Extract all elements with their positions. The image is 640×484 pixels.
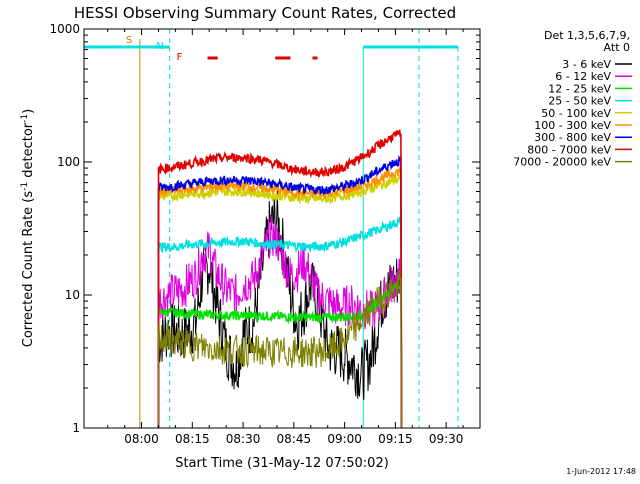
series-line-3-6-kev bbox=[158, 190, 402, 429]
series-line-300-800-kev bbox=[157, 154, 403, 429]
legend-title-detectors: Det 1,3,5,6,7,9, bbox=[544, 29, 630, 42]
plot-frame bbox=[83, 28, 481, 429]
series-line-12-25-kev bbox=[157, 282, 403, 429]
y-tick-label: 1 bbox=[72, 421, 80, 435]
x-tick-label: 09:00 bbox=[327, 432, 362, 446]
series-line-25-50-kev bbox=[157, 215, 403, 429]
legend-label-12-25-kev: 12 - 25 keV bbox=[548, 82, 611, 95]
x-tick-label: 09:15 bbox=[378, 432, 413, 446]
legend-label-7000-20000-kev: 7000 - 20000 keV bbox=[513, 156, 611, 169]
legend-label-25-50-kev: 25 - 50 keV bbox=[548, 95, 611, 108]
y-tick-label: 100 bbox=[57, 155, 80, 169]
y-tick-label: 1000 bbox=[49, 22, 80, 36]
series-line-6-12-kev bbox=[158, 215, 402, 429]
x-tick-label: 08:15 bbox=[175, 432, 210, 446]
x-tick-label: 09:30 bbox=[429, 432, 464, 446]
series-line-50-100-kev bbox=[157, 172, 403, 429]
x-tick-label: 08:45 bbox=[277, 432, 312, 446]
series-line-800-7000-kev bbox=[157, 128, 403, 429]
x-tick-label: 08:00 bbox=[124, 432, 159, 446]
series-line-100-300-kev bbox=[157, 165, 403, 429]
y-axis-label: Corrected Count Rate (s-1 detector-1) bbox=[20, 109, 36, 347]
legend-label-800-7000-kev: 800 - 7000 keV bbox=[527, 143, 611, 156]
series-line-7000-20000-kev bbox=[158, 269, 402, 429]
legend-label-3-6-kev: 3 - 6 keV bbox=[562, 58, 611, 71]
legend-label-50-100-kev: 50 - 100 keV bbox=[541, 107, 611, 120]
axes: 08:00 08:15 08:30 08:45 09:00 09:15 09:30 1 10 10… bbox=[49, 22, 481, 446]
legend-label-300-800-kev: 300 - 800 keV bbox=[534, 131, 611, 144]
footer-date: 1-Jun-2012 17:48 bbox=[566, 467, 636, 476]
flag-label-f: F bbox=[177, 52, 183, 63]
legend-title-attenuator: Att 0 bbox=[604, 41, 630, 54]
x-axis-label: Start Time (31-May-12 07:50:02) bbox=[175, 456, 389, 471]
legend-label-6-12-kev: 6 - 12 keV bbox=[555, 70, 611, 83]
x-tick-label: 08:30 bbox=[226, 432, 261, 446]
flag-label-s: S bbox=[126, 35, 132, 46]
y-tick-label: 10 bbox=[65, 288, 80, 302]
flag-label-n: N bbox=[156, 41, 163, 52]
legend-label-100-300-kev: 100 - 300 keV bbox=[534, 119, 611, 132]
plot-area: S N F bbox=[83, 29, 459, 429]
chart-title: HESSI Observing Summary Count Rates, Cor… bbox=[74, 4, 456, 22]
